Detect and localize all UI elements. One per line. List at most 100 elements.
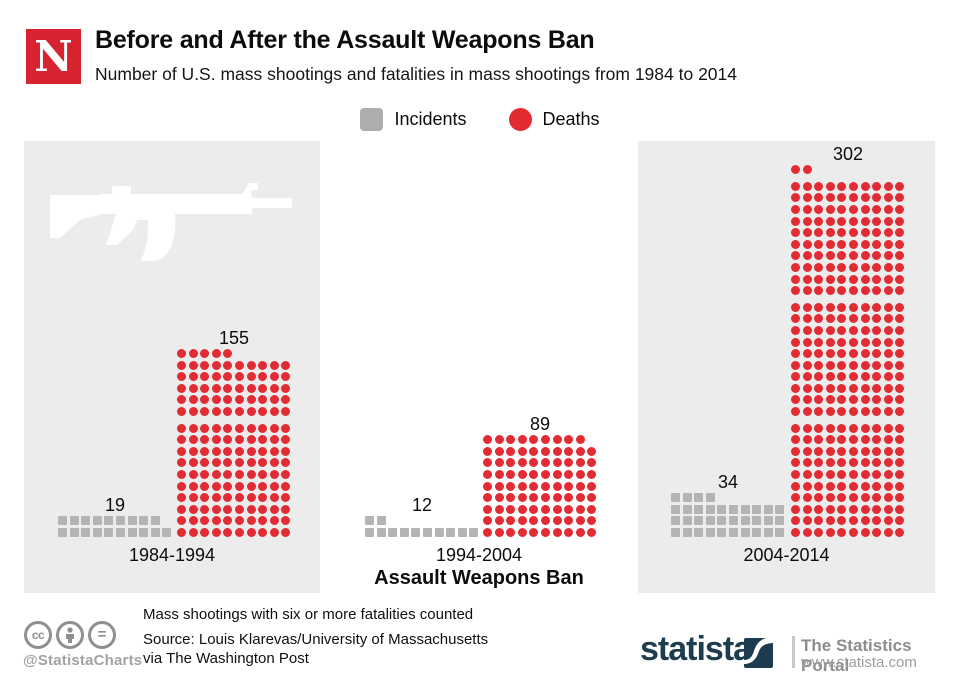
death-dot (281, 360, 291, 370)
death-dot (895, 423, 905, 433)
death-dot (802, 204, 812, 214)
waffle-row (791, 286, 905, 296)
death-dot (837, 181, 847, 191)
death-dot (814, 458, 824, 468)
death-dot (517, 516, 527, 526)
death-dot (791, 325, 800, 335)
death-dot (791, 337, 800, 347)
death-dot (860, 435, 870, 445)
death-dot (791, 446, 800, 456)
death-dot (517, 435, 527, 445)
death-dot (848, 302, 858, 312)
death-dot (860, 302, 870, 312)
death-dot (895, 481, 905, 491)
death-dot (883, 228, 893, 238)
death-dot (837, 262, 847, 272)
death-dot (564, 493, 574, 503)
death-dot (517, 446, 527, 456)
death-dot (802, 360, 812, 370)
legend-item-deaths: Deaths (508, 108, 600, 131)
death-dot (177, 360, 186, 370)
death-dot (791, 458, 800, 468)
death-dot (802, 395, 812, 405)
death-dot (872, 470, 882, 480)
death-dot (211, 435, 221, 445)
waffle-row (791, 228, 905, 238)
death-dot (791, 372, 800, 382)
death-dot (223, 504, 233, 514)
waffle-row (791, 481, 905, 491)
death-dot (494, 516, 504, 526)
waffle-row (483, 493, 597, 503)
death-dot (223, 435, 233, 445)
death-dot (848, 204, 858, 214)
waffle-row (791, 337, 905, 347)
death-dot (883, 516, 893, 526)
death-dot (883, 504, 893, 514)
death-dot (814, 493, 824, 503)
death-dot (825, 181, 835, 191)
death-dot (223, 528, 233, 537)
death-dot (188, 493, 198, 503)
death-dot (848, 481, 858, 491)
death-dot (860, 314, 870, 324)
death-dot (575, 504, 585, 514)
death-dot (802, 481, 812, 491)
panel-1994-2004: 12 89 1994-2004 Assault Weapons Ban (336, 141, 622, 593)
death-dot (188, 360, 198, 370)
death-dot (848, 228, 858, 238)
death-dot (258, 407, 268, 417)
death-dot (860, 274, 870, 284)
death-dot (587, 470, 597, 480)
death-dot (211, 458, 221, 468)
death-dot (540, 504, 550, 514)
incident-square (682, 493, 692, 503)
death-dot (825, 193, 835, 203)
death-dot (895, 446, 905, 456)
death-dot (200, 407, 210, 417)
death-dot (837, 435, 847, 445)
waffle-row (791, 360, 905, 370)
death-dot (872, 435, 882, 445)
death-dot (540, 470, 550, 480)
death-dot (575, 435, 585, 445)
death-dot (223, 349, 233, 359)
death-dot (234, 470, 244, 480)
legend-item-incidents: Incidents (360, 108, 467, 131)
death-dot (837, 286, 847, 296)
death-dot (540, 481, 550, 491)
death-dot (791, 349, 800, 359)
death-dot (814, 314, 824, 324)
incident-square (92, 516, 102, 526)
incident-square (411, 528, 421, 537)
death-dot (883, 193, 893, 203)
waffle-row (365, 528, 479, 537)
death-dot (483, 458, 492, 468)
death-dot (837, 325, 847, 335)
death-dot (269, 360, 279, 370)
death-dot (177, 435, 186, 445)
death-dot (494, 481, 504, 491)
death-dot (269, 423, 279, 433)
death-dot (860, 239, 870, 249)
panel-1984-1994: 19 155 1984-1994 (24, 141, 320, 593)
death-dot (802, 504, 812, 514)
death-dot (837, 458, 847, 468)
death-dot (269, 395, 279, 405)
waffle-row (58, 516, 171, 526)
death-dot (825, 274, 835, 284)
incident-square (58, 528, 67, 537)
death-dot (529, 516, 539, 526)
death-dot (872, 481, 882, 491)
death-dot (200, 349, 210, 359)
death-dot (825, 204, 835, 214)
incident-square (752, 528, 762, 537)
death-dot (837, 274, 847, 284)
death-dot (837, 493, 847, 503)
death-dot (234, 528, 244, 537)
death-dot (564, 470, 574, 480)
death-dot (814, 470, 824, 480)
death-dot (188, 372, 198, 382)
death-dot (872, 423, 882, 433)
death-dot (883, 349, 893, 359)
